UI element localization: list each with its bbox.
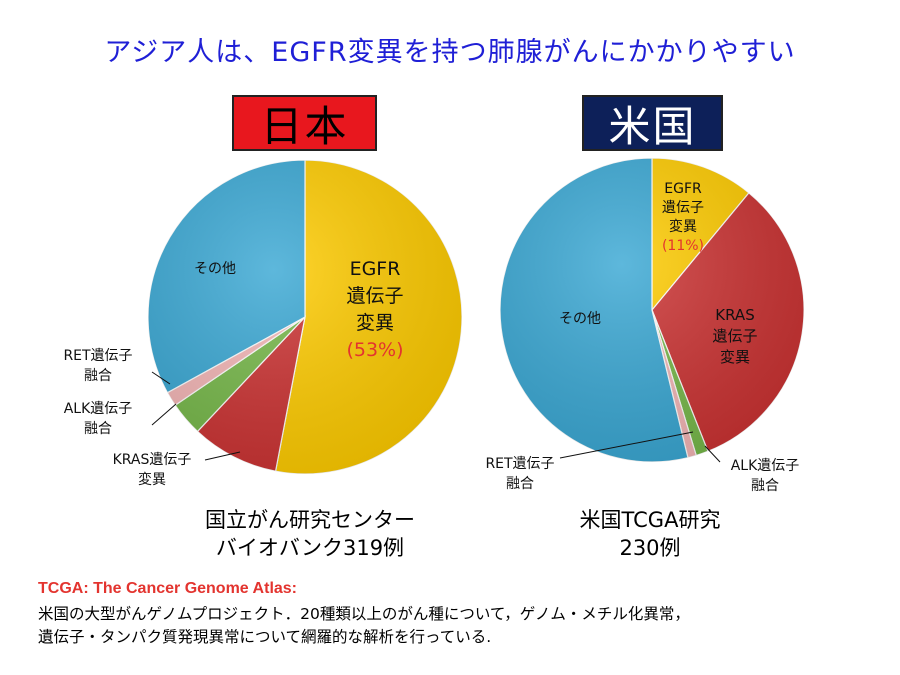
footnote-title: TCGA: The Cancer Genome Atlas: <box>38 580 298 597</box>
japan-leader-line-ret <box>151 371 171 385</box>
japan-label-other: その他 <box>194 261 236 277</box>
us-label-egfr: EGFR 遺伝子変異(11%) <box>662 181 704 254</box>
japan-leader-line-alk <box>151 403 177 426</box>
us-caption-line1: 米国TCGA研究 <box>579 508 721 532</box>
us-pie-shading <box>500 158 804 462</box>
japan-label-alk: ALK遺伝子融合 <box>64 401 133 437</box>
footnote-body: 米国の大型がんゲノムプロジェクト．20種類以上のがん種について，ゲノム・メチル化… <box>38 603 888 649</box>
japan-label-kras: KRAS遺伝子変異 <box>113 452 192 488</box>
japan-caption-line2: バイオバンク319例 <box>215 536 405 560</box>
us-label-ret: RET遺伝子融合 <box>485 456 554 492</box>
us-leader-line-alk <box>704 445 721 463</box>
japan-caption-line1: 国立がん研究センター <box>205 508 415 532</box>
us-label-alk: ALK遺伝子融合 <box>731 458 800 494</box>
us-caption-line2: 230例 <box>619 536 681 560</box>
us-caption: 米国TCGA研究 230例 <box>560 506 740 562</box>
japan-leader-line-kras <box>204 451 241 461</box>
japan-badge: 日本 <box>232 95 377 151</box>
us-label-other: その他 <box>559 311 601 327</box>
footnote-line1: 米国の大型がんゲノムプロジェクト．20種類以上のがん種について，ゲノム・メチル化… <box>38 605 690 623</box>
page-title: アジア人は、EGFR変異を持つ肺腺がんにかかりやすい <box>104 37 796 68</box>
us-pie-chart: EGFR 遺伝子変異(11%) KRAS 遺伝子変異 ALK遺伝子融合 RET遺伝子融合 そ… <box>485 157 805 494</box>
japan-label-ret: RET遺伝子融合 <box>63 348 132 384</box>
us-label-kras: KRAS 遺伝子変異 <box>712 306 757 366</box>
us-badge: 米国 <box>582 95 723 151</box>
us-leader-line-ret <box>559 431 694 459</box>
japan-pie-shading <box>148 160 462 474</box>
japan-pie-chart: EGFR 遺伝子変異(53%) KRAS遺伝子変異 ALK遺伝子融合 RET遺伝子融合 そ… <box>63 159 463 488</box>
japan-caption: 国立がん研究センター バイオバンク319例 <box>160 506 460 562</box>
footnote-line2: 遺伝子・タンパク質発現異常について網羅的な解析を行っている. <box>38 628 492 646</box>
japan-label-egfr: EGFR 遺伝子変異(53%) <box>346 258 403 361</box>
